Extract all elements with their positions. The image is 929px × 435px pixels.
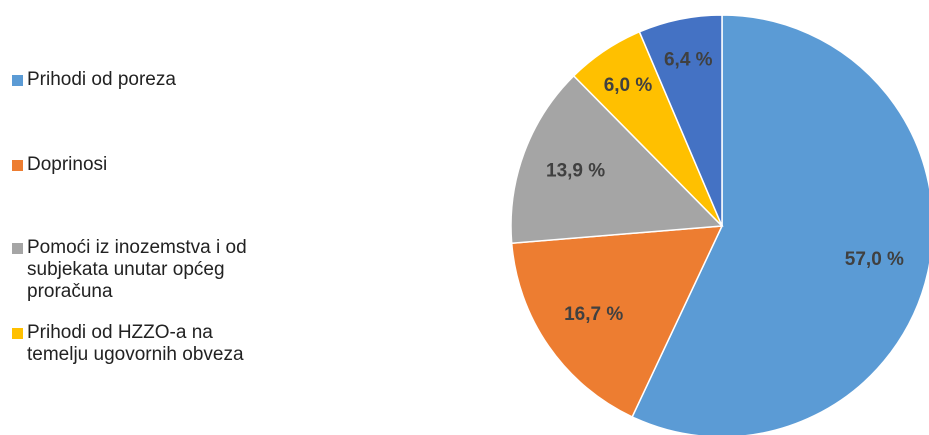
data-label: 57,0 %: [845, 249, 904, 270]
legend-swatch: [12, 75, 23, 86]
legend-swatch: [12, 243, 23, 254]
legend-label: Pomoći iz inozemstva i od subjekata unut…: [27, 237, 247, 302]
legend-label: Prihodi od poreza: [27, 69, 176, 90]
pie-slice: [638, 14, 723, 227]
data-label: 16,7 %: [564, 304, 623, 325]
legend-swatch: [12, 328, 23, 339]
legend-label: Doprinosi: [27, 154, 108, 175]
legend-item: Doprinosi: [12, 154, 312, 176]
data-label: 6,0 %: [604, 75, 653, 96]
legend-swatch: [12, 160, 23, 171]
pie-slice: [631, 14, 929, 435]
data-label: 6,4 %: [664, 50, 713, 71]
legend-item: Pomoći iz inozemstva i od subjekata unut…: [12, 237, 312, 303]
legend-item: Prihodi od poreza: [12, 69, 312, 91]
legend-item: Prihodi od HZZO-a na temelju ugovornih o…: [12, 322, 312, 366]
pie-slice: [510, 225, 724, 418]
legend-label: Prihodi od HZZO-a na temelju ugovornih o…: [27, 322, 244, 365]
data-label: 13,9 %: [546, 161, 605, 182]
pie-slice: [510, 74, 724, 245]
